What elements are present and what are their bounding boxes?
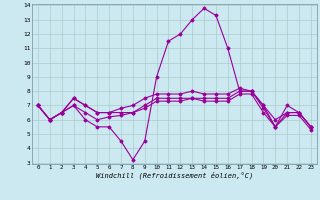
X-axis label: Windchill (Refroidissement éolien,°C): Windchill (Refroidissement éolien,°C) xyxy=(96,172,253,179)
